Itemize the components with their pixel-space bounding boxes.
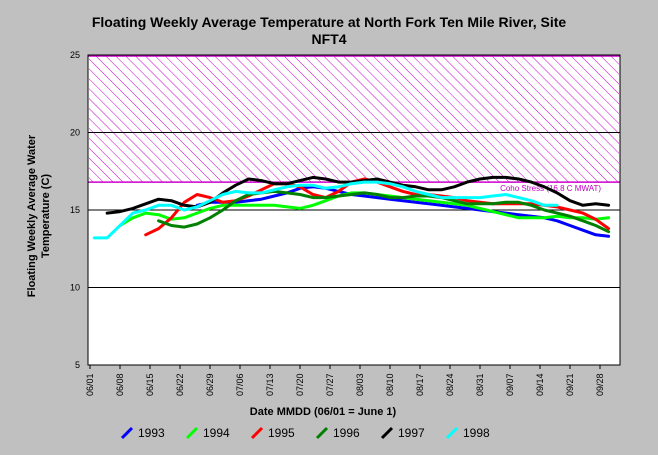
legend-swatch-1998 <box>445 426 459 440</box>
x-ticks-group: 06/01 06/08 06/15 06/22 06/29 07/06 07/13 07/20… <box>85 365 605 396</box>
x-tick-label-06-08: 06/08 <box>115 373 125 396</box>
x-tick-label-06-29: 06/29 <box>205 373 215 396</box>
x-tick-label-08-03: 08/03 <box>355 373 365 396</box>
x-tick-label-08-17: 08/17 <box>415 373 425 396</box>
legend-swatch-1995 <box>250 426 264 440</box>
legend-label-1995: 1995 <box>268 426 295 440</box>
legend-label-1996: 1996 <box>333 426 360 440</box>
legend-swatch-1997 <box>380 426 394 440</box>
x-axis-label: Date MMDD (06/01 = June 1) <box>250 406 397 418</box>
x-tick-label-07-06: 07/06 <box>235 373 245 396</box>
legend-label-1994: 1994 <box>203 426 230 440</box>
stress-band-group: Coho Stress (16.8 C MWAT) <box>88 55 620 193</box>
series-line-1998 <box>92 180 559 240</box>
series-line-1996 <box>157 189 611 234</box>
x-tick-label-07-20: 07/20 <box>295 373 305 396</box>
legend-label-1993: 1993 <box>138 426 165 440</box>
chart-title-line2: NFT4 <box>312 31 347 47</box>
y-tick-label-10: 10 <box>70 283 80 293</box>
x-tick-label-09-07: 09/07 <box>505 373 515 396</box>
y-tick-label-25: 25 <box>70 50 80 60</box>
x-tick-label-09-21: 09/21 <box>565 373 575 396</box>
y-tick-label-15: 15 <box>70 205 80 215</box>
stress-band-hatch <box>89 55 619 183</box>
y-axis-label-line2: Temperature (C) <box>40 174 52 258</box>
legend-swatch-1994 <box>185 426 199 440</box>
plot-frame-border <box>87 54 621 366</box>
x-tick-label-09-28: 09/28 <box>595 373 605 396</box>
y-tick-label-5: 5 <box>75 360 80 370</box>
legend-swatch-1993 <box>120 426 134 440</box>
x-tick-label-06-01: 06/01 <box>85 373 95 396</box>
x-tick-label-08-24: 08/24 <box>445 373 455 396</box>
legend: 1993 1994 1995 1996 1997 1998 <box>120 426 490 440</box>
x-tick-label-08-31: 08/31 <box>475 373 485 396</box>
x-tick-label-07-27: 07/27 <box>325 373 335 396</box>
x-tick-label-06-22: 06/22 <box>175 373 185 396</box>
y-tick-label-20: 20 <box>70 128 80 138</box>
y-axis-label-line1: Floating Weekly Average Water <box>26 134 38 297</box>
legend-label-1997: 1997 <box>398 426 425 440</box>
series-group <box>92 175 611 240</box>
x-tick-label-06-15: 06/15 <box>145 373 155 396</box>
x-tick-label-09-14: 09/14 <box>535 373 545 396</box>
series-line-1997 <box>105 175 611 215</box>
x-tick-label-08-10: 08/10 <box>385 373 395 396</box>
x-tick-label-07-13: 07/13 <box>265 373 275 396</box>
chart-title-line1: Floating Weekly Average Temperature at N… <box>92 14 567 30</box>
y-ticks-group: 5 10 15 20 25 <box>70 50 80 370</box>
legend-swatch-1996 <box>315 426 329 440</box>
legend-label-1998: 1998 <box>463 426 490 440</box>
